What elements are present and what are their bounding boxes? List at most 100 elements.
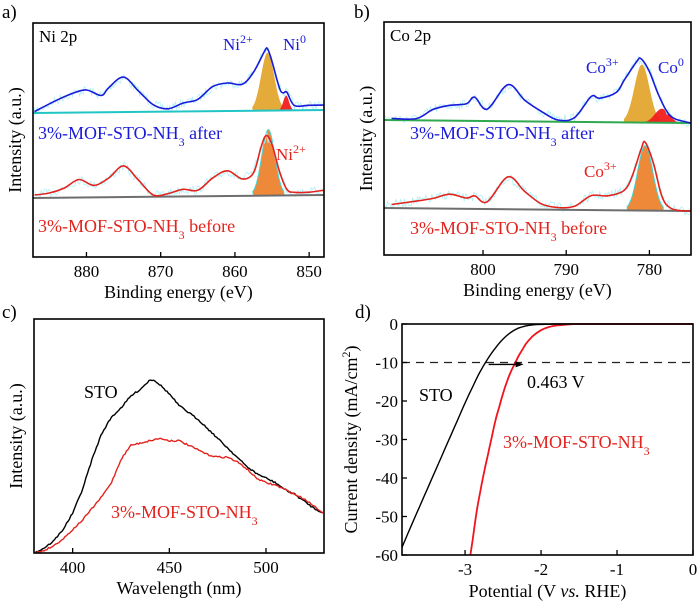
- series-label-subscript: 3: [551, 230, 557, 244]
- series-label-mof-sto-nh3: 3%-MOF-STO-NH3: [503, 432, 650, 458]
- x-tick-label: 870: [148, 262, 174, 281]
- background-line: [32, 194, 325, 199]
- envelope-line: [34, 134, 325, 197]
- x-tick-label: -1: [610, 560, 624, 579]
- y-tick-label: -20: [375, 392, 398, 411]
- y-axis-label: Intensity (a.u.): [356, 86, 377, 191]
- panel-label: b): [354, 2, 370, 23]
- y-tick-label: -40: [375, 469, 398, 488]
- peak-label-element: Ni: [283, 35, 300, 54]
- peak-label-charge: 0: [300, 32, 306, 46]
- peak-label-element: Co: [658, 58, 678, 77]
- peak-label: Co3+: [584, 159, 617, 181]
- series-label-suffix: after: [185, 123, 222, 143]
- x-axis-label: Binding energy (eV): [104, 282, 253, 303]
- series-label-suffix: before: [557, 218, 607, 238]
- series-label-before: 3%-MOF-STO-NH3 before: [410, 218, 607, 244]
- peak-label-charge: 2+: [240, 32, 253, 46]
- x-axis-label: Wavelength (nm): [116, 578, 241, 599]
- background-line: [32, 109, 325, 114]
- panel-label: d): [355, 302, 371, 323]
- series-label-sto: STO: [84, 382, 118, 402]
- x-tick-label: 500: [253, 558, 279, 577]
- plot-frame: [33, 318, 325, 554]
- y-tick-label: -30: [375, 431, 398, 450]
- fitted-peak-area: [252, 52, 284, 111]
- series-label-main: 3%-MOF-STO-NH: [410, 218, 551, 238]
- x-tick-label: 400: [60, 558, 86, 577]
- y-tick-label: -10: [375, 354, 398, 373]
- envelope-line: [34, 47, 325, 113]
- series-label-main: 3%-MOF-STO-NH: [38, 123, 179, 143]
- peak-label-element: Ni: [223, 35, 240, 54]
- x-tick-label: 860: [222, 262, 248, 281]
- y-tick-label: 0: [390, 315, 399, 334]
- x-axis-label-italic: vs.: [560, 581, 580, 601]
- series-label-subscript: 3: [252, 514, 258, 528]
- peak-label: Ni2+: [276, 142, 306, 164]
- series-label-subscript: 3: [179, 135, 185, 149]
- x-tick-label: -3: [458, 560, 472, 579]
- background-line: [383, 119, 692, 124]
- x-tick-label: 450: [157, 558, 183, 577]
- peak-label-element: Co: [584, 162, 604, 181]
- series-label-suffix: before: [185, 216, 235, 236]
- series-label-sto: STO: [419, 385, 453, 405]
- x-axis-label: Binding energy (eV): [463, 280, 612, 301]
- overpotential-shift-label: 0.463 V: [527, 372, 585, 392]
- y-tick-label: -60: [375, 546, 398, 565]
- fitted-peak-area: [279, 95, 293, 111]
- series-label-before: 3%-MOF-STO-NH3 before: [38, 216, 235, 242]
- series-label-subscript: 3: [179, 228, 185, 242]
- envelope-line: [391, 140, 692, 212]
- y-axis-label: Intensity (a.u.): [6, 383, 27, 488]
- series-label-mof-sto-nh3: 3%-MOF-STO-NH3: [111, 502, 258, 528]
- series-label-main: 3%-MOF-STO-NH: [111, 502, 252, 522]
- panel-label: a): [2, 2, 17, 23]
- mof-sto-nh3-line: [35, 437, 324, 554]
- panel-c: c) STO 3%-MOF-STO-NH3 400 450 500 Wavelength (…: [2, 302, 325, 599]
- series-label-main: 3%-MOF-STO-NH: [38, 216, 179, 236]
- x-tick-label: -2: [534, 560, 548, 579]
- series-label-main: 3%-MOF-STO-NH: [503, 432, 644, 452]
- x-tick-label: 780: [637, 260, 663, 279]
- peak-label-charge: 2+: [293, 142, 306, 156]
- y-axis-label-suffix: ): [341, 346, 362, 352]
- peak-label: Ni0: [283, 32, 306, 54]
- y-tick-label: -50: [375, 508, 398, 527]
- x-tick-label: 790: [553, 260, 579, 279]
- sto-line: [34, 379, 323, 554]
- panel-title: Co 2p: [390, 26, 431, 45]
- background-line: [383, 207, 692, 212]
- x-tick-label: 880: [74, 262, 100, 281]
- x-axis-label: Potential (V vs. RHE): [469, 581, 627, 602]
- peak-label-charge: 3+: [604, 159, 617, 173]
- y-axis-label: Current density (mA/cm2): [339, 346, 362, 534]
- y-axis-label-sup: 2: [339, 352, 353, 358]
- panel-label: c): [2, 302, 17, 323]
- series-label-suffix: after: [557, 123, 594, 143]
- series-label-after: 3%-MOF-STO-NH3 after: [410, 123, 594, 149]
- plot-frame: [32, 22, 325, 258]
- x-tick-label: 0: [689, 560, 698, 579]
- mof-sto-nh3-line: [469, 323, 693, 556]
- series-label-after: 3%-MOF-STO-NH3 after: [38, 123, 222, 149]
- fitted-peak-area: [623, 64, 660, 123]
- panel-title: Ni 2p: [39, 27, 77, 46]
- fitted-peak-area: [645, 108, 679, 123]
- shift-arrow-head: [515, 361, 524, 368]
- series-label-main: 3%-MOF-STO-NH: [410, 123, 551, 143]
- peak-label-charge: 0: [678, 55, 684, 69]
- peak-label-element: Co: [586, 58, 606, 77]
- x-tick-label: 800: [470, 260, 496, 279]
- envelope-line: [391, 57, 692, 124]
- x-tick-label: 850: [296, 262, 322, 281]
- peak-label-element: Ni: [276, 145, 293, 164]
- series-label-subscript: 3: [644, 444, 650, 458]
- peak-label: Co3+: [586, 55, 619, 77]
- x-axis-label-main: Potential (V: [469, 581, 561, 602]
- x-axis-label-suffix: RHE): [580, 581, 627, 602]
